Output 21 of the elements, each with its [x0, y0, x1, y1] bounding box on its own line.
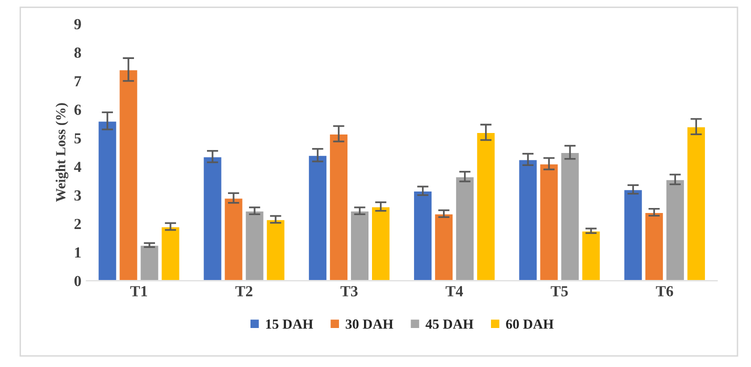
x-tick-label: T2 — [235, 286, 252, 296]
y-tick-label: 5 — [74, 133, 81, 144]
y-axis-title: Weight Loss (%) — [56, 103, 68, 202]
x-tick-label: T1 — [130, 286, 148, 296]
y-tick-label: 7 — [74, 76, 82, 86]
x-tick-label: T5 — [550, 286, 568, 296]
y-tick-label: 2 — [74, 218, 81, 229]
y-tick-label: 6 — [74, 104, 82, 115]
legend-label: 30 DAH — [346, 319, 394, 329]
y-tick-label: 8 — [74, 48, 81, 58]
y-tick-label: 3 — [74, 190, 81, 201]
x-tick-label: T3 — [340, 286, 358, 296]
x-tick-label: T4 — [446, 286, 463, 296]
y-tick-label: 9 — [74, 19, 81, 30]
legend-label: 15 DAH — [266, 320, 314, 329]
legend-label: 60 DAH — [506, 319, 554, 329]
x-tick-label: T6 — [656, 286, 674, 296]
legend-label: 45 DAH — [426, 320, 474, 329]
y-tick-label: 4 — [74, 162, 82, 172]
y-tick-label: 0 — [74, 276, 81, 286]
y-tick-label: 1 — [75, 247, 81, 258]
